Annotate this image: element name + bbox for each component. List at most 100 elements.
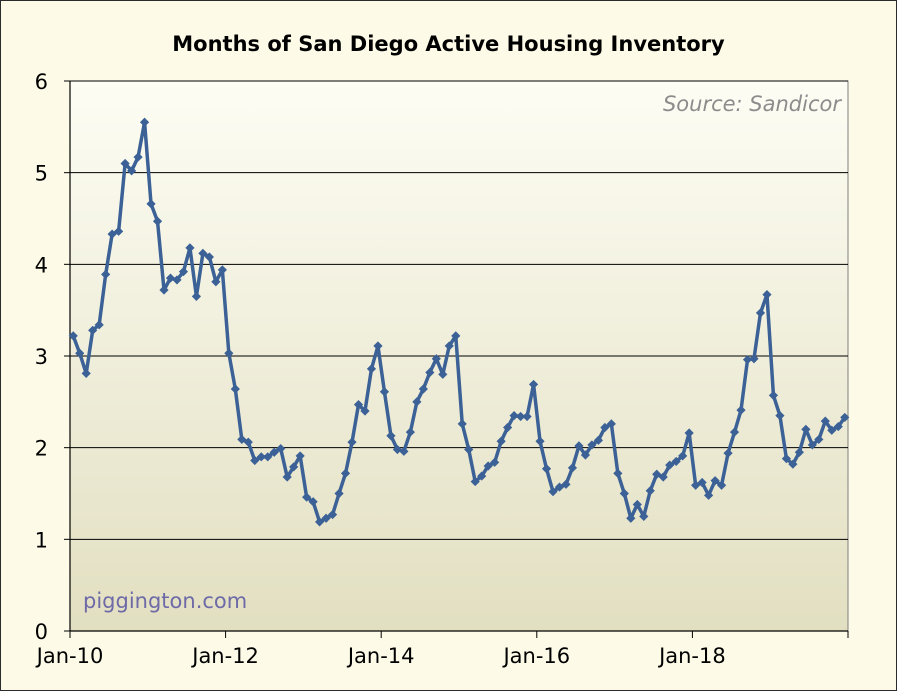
data-point (386, 431, 396, 441)
data-point (250, 455, 260, 466)
data-point (81, 368, 91, 379)
data-point (788, 459, 798, 469)
y-tick-label: 3 (35, 345, 48, 369)
data-point (230, 384, 240, 394)
data-point (101, 269, 111, 280)
data-point (178, 267, 189, 277)
data-point (457, 419, 467, 429)
data-point (567, 463, 578, 473)
data-point (716, 480, 727, 490)
data-point (431, 354, 441, 364)
data-point (554, 482, 565, 492)
data-point (587, 440, 597, 450)
data-point (269, 447, 279, 457)
data-point (684, 428, 694, 438)
data-point (801, 424, 811, 434)
data-point (418, 384, 428, 394)
data-point (665, 460, 675, 470)
data-point (470, 476, 480, 487)
data-point (528, 379, 539, 390)
chart-title: Months of San Diego Active Housing Inven… (172, 32, 725, 56)
data-point (152, 216, 163, 226)
data-point (827, 425, 837, 435)
data-point (697, 477, 707, 488)
data-point (373, 341, 383, 351)
data-point (263, 452, 273, 462)
data-point (600, 422, 610, 433)
data-point (775, 410, 785, 421)
data-point (736, 405, 746, 415)
data-point (366, 364, 377, 374)
data-point (120, 158, 130, 169)
y-tick-label: 5 (35, 162, 48, 186)
data-point (742, 355, 753, 365)
data-point (496, 436, 506, 446)
y-tick-label: 4 (35, 253, 48, 277)
data-point (814, 434, 824, 445)
data-point (639, 511, 649, 522)
data-point (483, 461, 493, 471)
watermark-text: piggington.com (83, 589, 248, 613)
y-tick-label: 1 (35, 528, 48, 552)
data-point (139, 117, 150, 127)
data-point (477, 471, 487, 481)
x-tick-label: Jan-18 (657, 644, 726, 668)
data-point (327, 509, 338, 520)
data-point (444, 341, 454, 351)
data-point (107, 229, 117, 239)
data-point (360, 406, 370, 416)
source-annotation: Source: Sandicor (662, 92, 841, 116)
data-point (794, 447, 804, 457)
data-point (509, 410, 519, 421)
data-point (522, 411, 532, 422)
data-point (574, 441, 584, 451)
data-point (541, 464, 552, 474)
data-point (185, 243, 195, 253)
data-point (548, 487, 558, 497)
data-point (820, 416, 830, 426)
data-point (613, 468, 623, 478)
y-axis-ticks: 0 1 2 3 4 5 6 (35, 70, 70, 644)
data-point (405, 427, 415, 437)
x-tick-label: Jan-14 (346, 644, 415, 668)
x-axis-ticks: Jan-10 Jan-12 Jan-14 Jan-16 Jan-18 (35, 631, 849, 668)
data-point (438, 369, 448, 379)
data-point (237, 434, 247, 445)
data-point (276, 443, 286, 454)
data-point (224, 348, 234, 358)
data-point (755, 308, 766, 318)
data-point (126, 166, 137, 176)
data-point (691, 480, 701, 490)
data-point (392, 444, 403, 455)
x-tick-label: Jan-16 (501, 644, 570, 668)
data-point (347, 437, 357, 447)
y-tick-label: 0 (35, 620, 48, 644)
data-point (464, 444, 474, 455)
data-point (165, 273, 176, 283)
data-point (399, 446, 409, 456)
y-tick-label: 6 (35, 70, 48, 94)
data-point (515, 411, 526, 422)
data-point (490, 457, 500, 467)
x-tick-label: Jan-10 (35, 644, 104, 668)
series-group (68, 117, 850, 527)
data-point (606, 419, 616, 429)
data-point (88, 325, 98, 335)
data-point (710, 476, 720, 486)
data-point (75, 348, 85, 358)
data-point (762, 289, 772, 300)
data-point (159, 285, 169, 295)
data-point (580, 450, 591, 460)
data-point (295, 451, 305, 461)
data-point (321, 513, 331, 523)
data-point (781, 454, 792, 464)
data-point (671, 456, 681, 467)
gridlines (70, 80, 848, 540)
data-point (340, 468, 351, 478)
data-point (561, 479, 571, 489)
data-point (535, 436, 545, 446)
data-point (302, 492, 312, 502)
data-point (379, 387, 390, 397)
data-point (315, 517, 325, 527)
